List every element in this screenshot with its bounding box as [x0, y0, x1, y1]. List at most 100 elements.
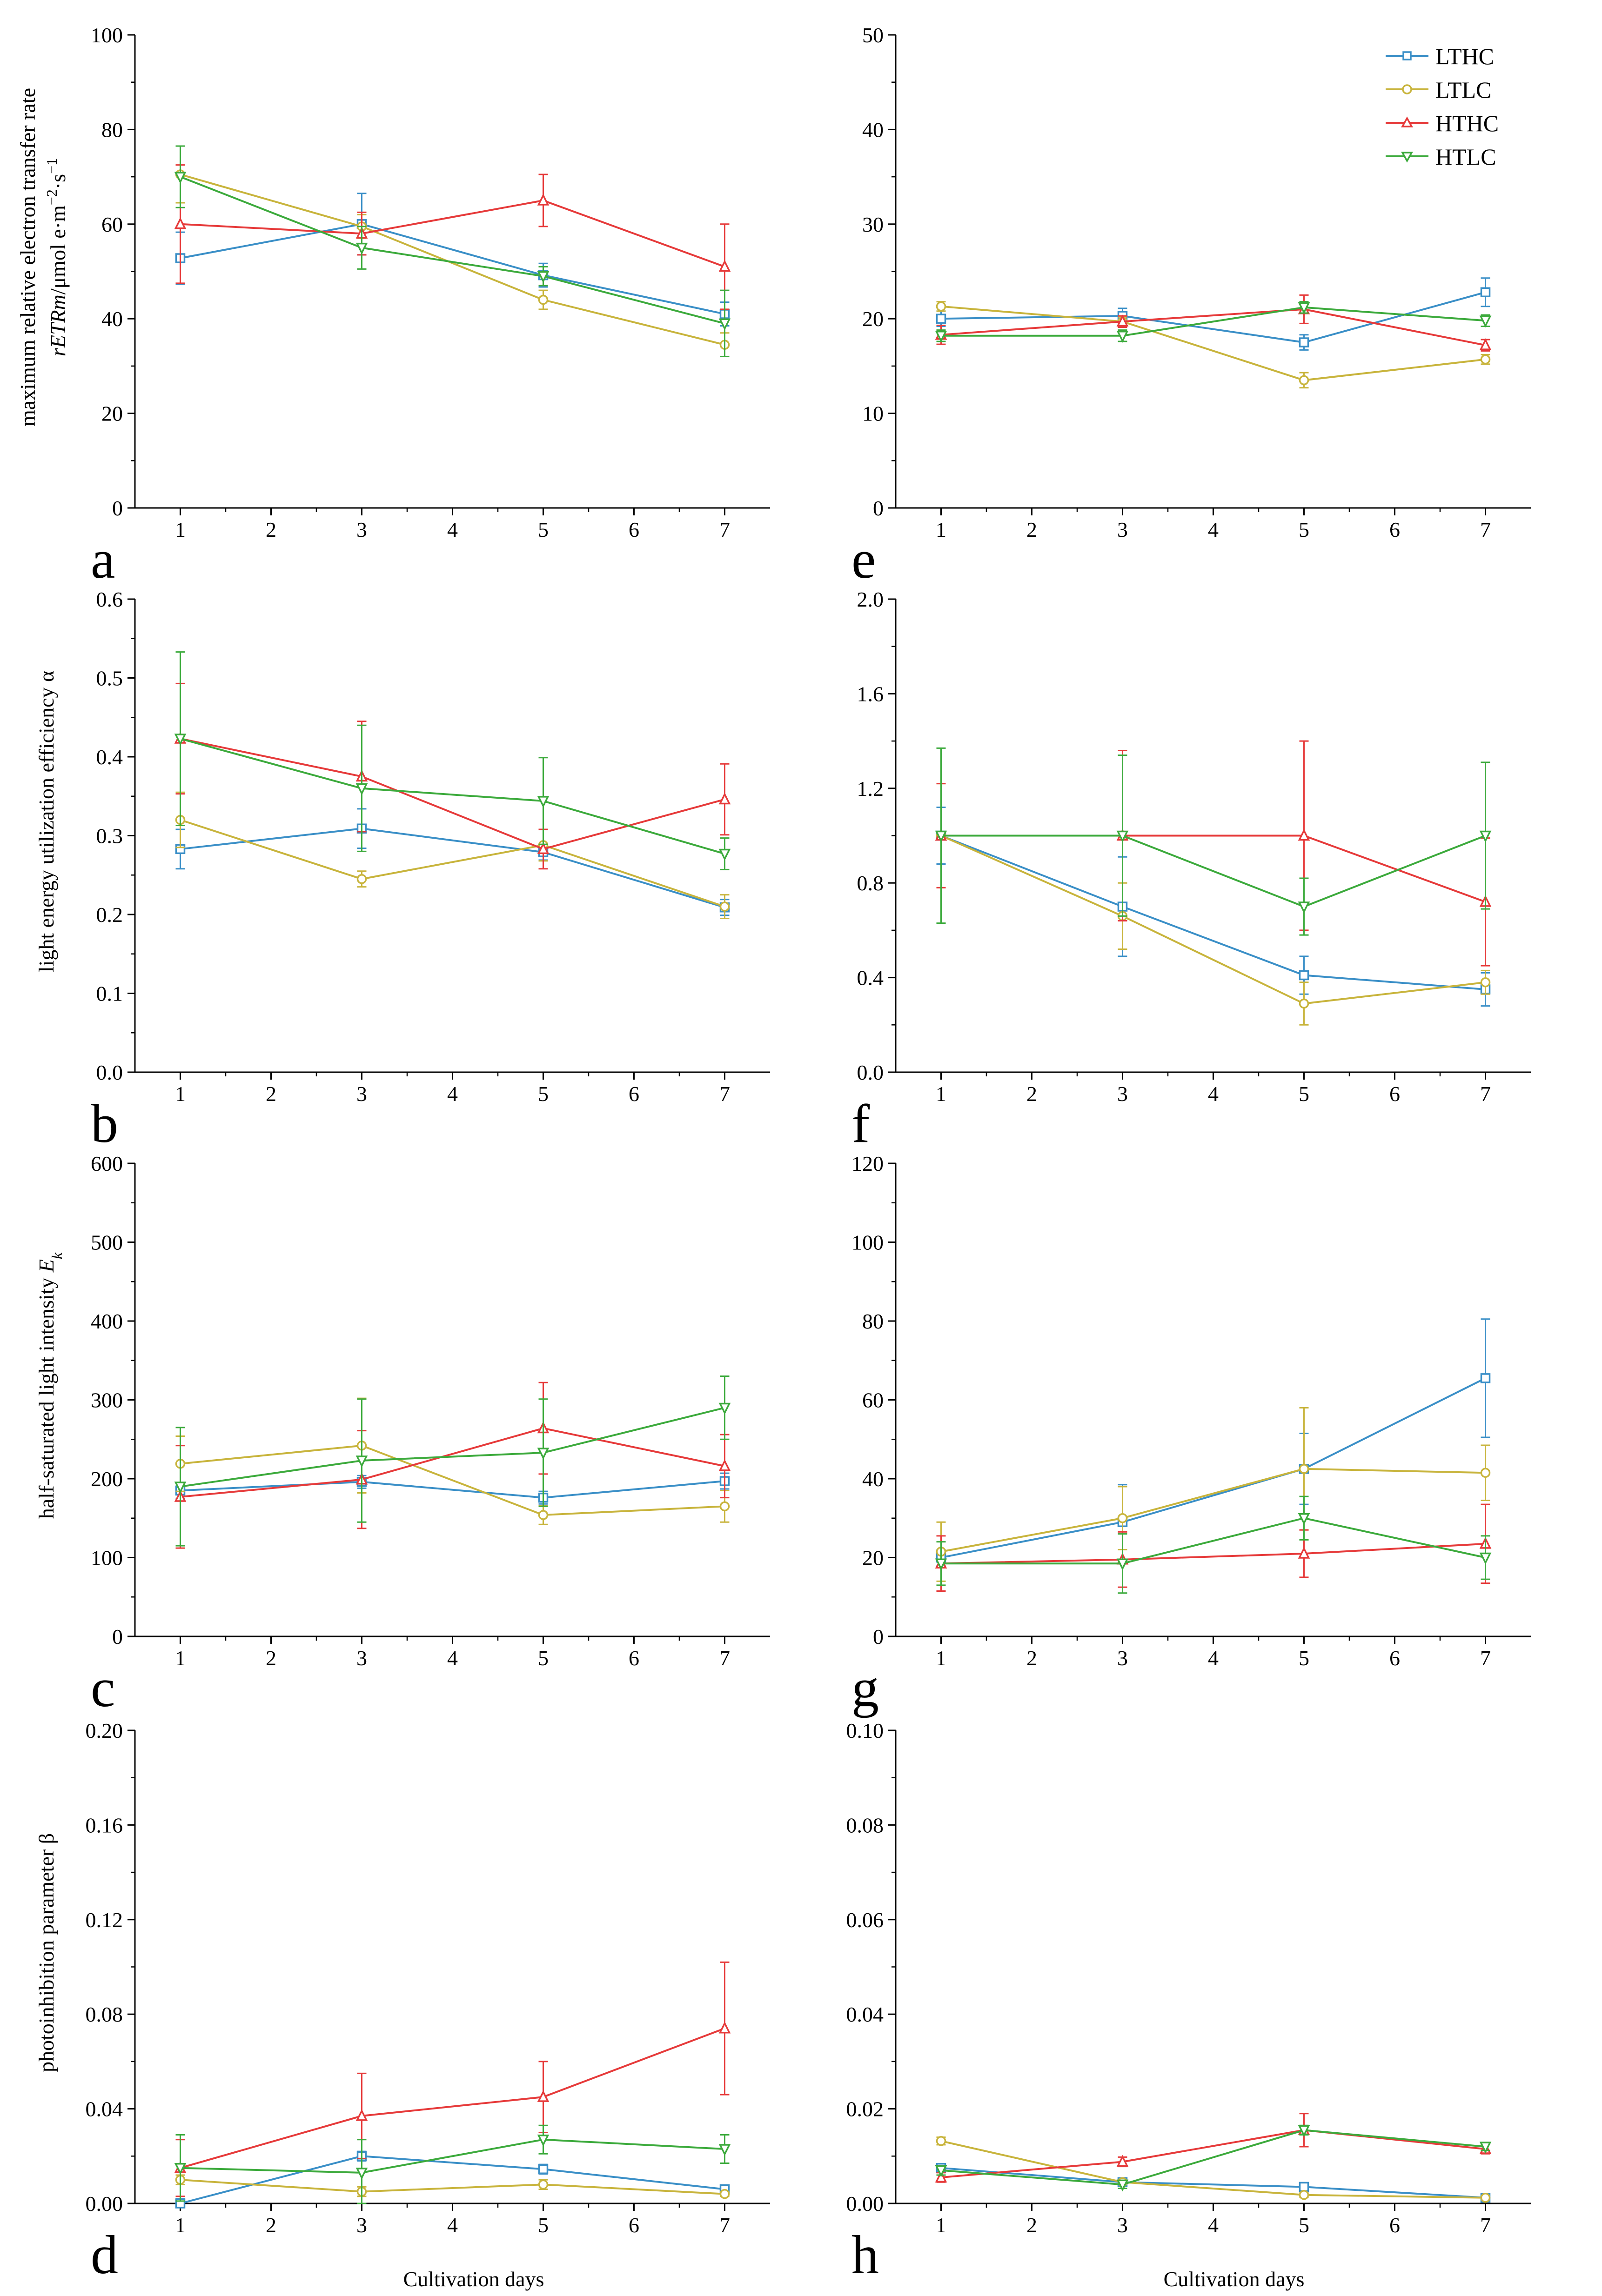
panel-a: 1 2 3 4 5 6 7 0 20 40 60 80 100 a — [91, 23, 770, 590]
y-tick-label-h: 0.02 — [846, 2097, 884, 2121]
series-line-h-htlc — [941, 2129, 1486, 2186]
series-line-c-ltlc — [180, 1444, 725, 1516]
y-tick-label-d: 0.12 — [86, 1908, 123, 1932]
series-line-b-lthc — [180, 828, 725, 908]
ylabel-d: photoinhibition parameter β — [34, 1833, 58, 2072]
data-point-e-hthc — [1479, 338, 1492, 350]
x-tick-label-a: 5 — [538, 518, 549, 541]
data-point-f-lthc — [1299, 970, 1309, 981]
y-tick-label-a: 20 — [101, 402, 123, 426]
legend-marker-lthc — [1402, 51, 1412, 60]
y-tick-label-d: 0.20 — [86, 1719, 123, 1742]
ylabel-a-sup1: −2 — [43, 189, 60, 205]
data-point-a-htlc — [174, 172, 187, 184]
data-point-g-ltlc — [1117, 1513, 1128, 1523]
data-point-e-htlc — [1116, 331, 1129, 343]
y-tick-label-a: 60 — [101, 213, 123, 236]
panel-letter-b: b — [91, 1093, 118, 1154]
series-line-a-htlc — [180, 176, 725, 325]
data-point-d-htlc — [537, 2134, 550, 2147]
y-tick-label-h: 0.06 — [846, 1908, 884, 1932]
series-line-g-ltlc — [941, 1468, 1486, 1553]
data-point-a-hthc — [537, 194, 550, 206]
x-tick-label-e: 4 — [1208, 518, 1219, 541]
panel-c: 1 2 3 4 5 6 7 0 100 200 300 400 500 600 c — [91, 1152, 770, 1718]
series-line-e-htlc — [941, 306, 1486, 337]
y-tick-label-f: 0.8 — [857, 871, 884, 895]
panel-letter-a: a — [91, 529, 115, 590]
x-tick-label-g: 7 — [1480, 1646, 1491, 1670]
y-tick-label-c: 300 — [91, 1388, 123, 1412]
x-tick-label-c: 1 — [175, 1646, 186, 1670]
y-tick-label-d: 0.00 — [86, 2192, 123, 2216]
x-tick-label-a: 4 — [447, 518, 458, 541]
panel-h: 1 2 3 4 5 6 7 0.00 0.02 0.04 0.06 0.08 0.10 h — [846, 1719, 1531, 2285]
data-point-e-hthc — [1116, 314, 1129, 327]
series-line-e-hthc — [941, 308, 1486, 347]
xlabel-left: Cultivation days — [403, 2267, 544, 2291]
series-line-c-htlc — [180, 1407, 725, 1488]
legend-label-lthc: LTHC — [1435, 43, 1494, 69]
y-tick-label-c: 400 — [91, 1309, 123, 1333]
x-tick-label-f: 6 — [1389, 1082, 1400, 1106]
y-tick-label-h: 0.04 — [846, 2002, 884, 2026]
data-point-f-htlc — [1479, 830, 1492, 843]
data-point-d-hthc — [355, 2109, 368, 2121]
y-tick-label-e: 40 — [862, 118, 884, 141]
data-point-g-htlc — [1479, 1552, 1492, 1565]
ylabel-a-sup2: −1 — [43, 158, 60, 174]
y-tick-label-g: 60 — [862, 1388, 884, 1412]
y-tick-label-c: 200 — [91, 1467, 123, 1491]
ylabel-c-main: half-saturated light intensity — [34, 1272, 58, 1519]
panel-letter-h: h — [851, 2224, 879, 2285]
data-point-b-htlc — [174, 734, 187, 746]
data-point-e-lthc — [1480, 287, 1491, 297]
x-tick-label-b: 7 — [719, 1082, 730, 1106]
y-tick-label-g: 0 — [873, 1625, 884, 1649]
y-tick-label-h: 0.10 — [846, 1719, 884, 1742]
data-point-h-ltlc — [936, 2136, 946, 2146]
x-tick-label-c: 2 — [266, 1646, 276, 1670]
y-tick-label-h: 0.00 — [846, 2192, 884, 2216]
y-tick-label-e: 30 — [862, 213, 884, 236]
data-point-c-htlc — [174, 1482, 187, 1494]
y-tick-label-h: 0.08 — [846, 1813, 884, 1837]
series-line-b-ltlc — [180, 819, 725, 908]
data-point-h-ltlc — [1480, 2193, 1491, 2203]
series-line-g-htlc — [941, 1517, 1486, 1565]
y-tick-label-f: 2.0 — [857, 587, 884, 611]
x-tick-label-b: 5 — [538, 1082, 549, 1106]
series-line-b-hthc — [180, 738, 725, 850]
panel-letter-d: d — [91, 2224, 118, 2285]
series-line-f-hthc — [941, 834, 1486, 903]
data-point-a-htlc — [718, 318, 731, 331]
data-point-c-hthc — [718, 1459, 731, 1471]
x-tick-label-d: 2 — [266, 2213, 276, 2237]
data-point-c-htlc — [355, 1455, 368, 1468]
ylabel-c: half-saturated light intensity Ek — [34, 1252, 65, 1519]
data-point-h-ltlc — [1299, 2189, 1309, 2200]
data-point-h-htlc — [1479, 2142, 1492, 2154]
data-point-a-hthc — [718, 260, 731, 272]
series-line-h-ltlc — [941, 2140, 1486, 2199]
legend-label-ltlc: LTLC — [1435, 77, 1491, 103]
data-point-e-htlc — [1298, 302, 1310, 314]
x-tick-label-a: 6 — [629, 518, 639, 541]
y-tick-label-b: 0.3 — [96, 824, 123, 848]
data-point-b-hthc — [537, 842, 550, 854]
x-tick-label-d: 4 — [447, 2213, 458, 2237]
x-tick-label-d: 1 — [175, 2213, 186, 2237]
x-tick-label-g: 6 — [1389, 1646, 1400, 1670]
y-tick-label-g: 100 — [851, 1231, 884, 1255]
legend: LTHC LTLC HTHC HTLC — [1386, 43, 1499, 170]
x-tick-label-h: 7 — [1480, 2213, 1491, 2237]
x-tick-label-c: 7 — [719, 1646, 730, 1670]
y-tick-label-e: 20 — [862, 307, 884, 331]
legend-label-hthc: HTHC — [1435, 110, 1499, 136]
x-tick-label-a: 7 — [719, 518, 730, 541]
x-tick-label-e: 3 — [1117, 518, 1128, 541]
data-point-b-htlc — [537, 796, 550, 808]
x-tick-label-e: 1 — [936, 518, 946, 541]
x-tick-label-b: 4 — [447, 1082, 458, 1106]
x-tick-label-a: 3 — [356, 518, 367, 541]
